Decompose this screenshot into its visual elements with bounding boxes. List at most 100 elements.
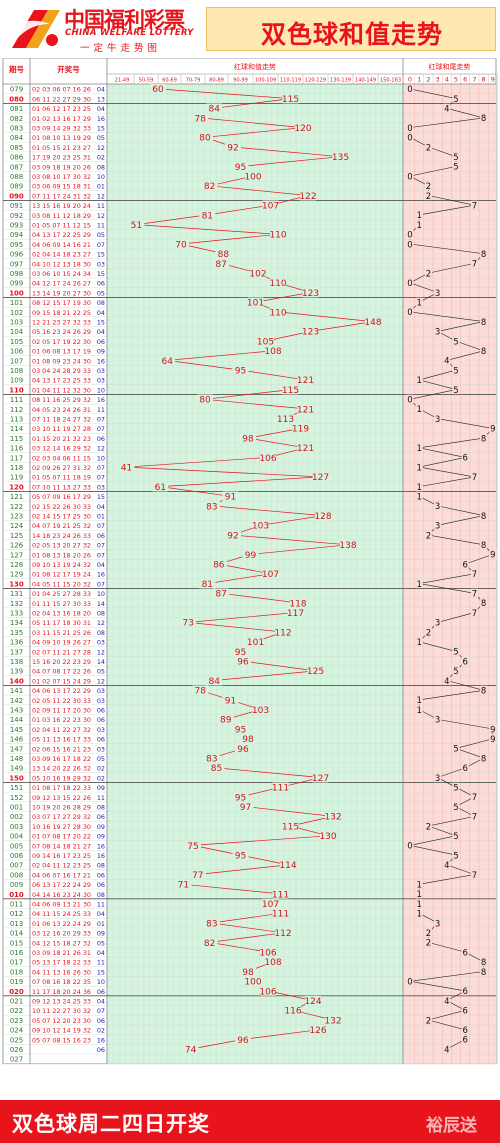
sum-label-background [240,433,256,443]
sum-value: 110 [269,308,286,318]
tail-value: 3 [435,919,440,929]
tail-label-background [452,831,460,841]
blue-number: 06 [97,435,105,443]
tail-value: 5 [453,745,458,755]
sum-value: 127 [312,473,329,483]
blue-number: 11 [97,794,105,802]
tail-value: 5 [453,163,458,173]
issue-number: 085 [10,144,23,152]
sum-value: 92 [227,143,238,153]
red-numbers: 04 05 23 24 26 31 [32,406,91,414]
tail-value: 5 [453,832,458,842]
sum-value: 96 [237,1036,249,1046]
tail-label-background [434,617,442,627]
tail-value: 3 [435,502,440,512]
tail-value: 0 [407,172,412,182]
sum-label-background [297,375,314,385]
sum-range-label: 80-89 [209,78,224,84]
sum-label-background [206,103,223,114]
sum-label-background [245,171,261,181]
tail-value: 5 [453,95,458,105]
blue-number: 06 [97,1046,105,1054]
sum-value: 107 [262,202,279,212]
red-numbers: 01 08 10 13 19 29 [32,134,91,142]
issue-number: 142 [10,697,23,705]
issue-number: 106 [10,348,24,356]
blue-number: 09 [97,784,105,792]
sum-value: 82 [204,939,215,949]
sum-label-background [245,976,261,987]
sum-label-background [203,501,220,511]
red-numbers: 09 12 13 24 25 33 [32,997,91,1005]
sum-value: 117 [287,609,304,619]
sum-label-background [213,258,230,269]
tail-label-background [434,501,442,511]
blue-number: 01 [97,512,105,520]
sum-value: 87 [215,260,226,270]
red-numbers: 01 07 08 17 20 22 [32,833,91,841]
issue-number: 006 [10,852,24,860]
sum-label-background [310,1024,326,1035]
blue-number: 08 [97,629,105,637]
sum-range-label: 90-99 [233,78,248,84]
red-numbers: 04 12 15 18 27 32 [32,939,91,947]
issue-number: 147 [10,745,23,753]
red-numbers: 02 07 11 21 27 28 [32,648,91,656]
tail-label-background [434,326,442,336]
issue-number: 094 [10,231,24,239]
footer-banner: 双色球周二四日开奖 裕辰送 [0,1100,500,1143]
sum-value: 95 [235,851,246,861]
sum-label-background [297,442,314,453]
tail-value: 7 [472,589,477,599]
sum-value: 81 [202,211,213,221]
red-numbers: 04 11 13 16 26 30 [32,968,91,976]
tail-label-background [480,967,488,977]
sum-value: 95 [235,725,246,735]
tail-label-background [415,899,423,909]
sum-label-background [235,1034,251,1045]
sum-label-background [118,462,135,472]
sum-value: 89 [220,716,232,726]
red-numbers: 04 05 11 15 20 32 [32,580,91,588]
red-numbers: 10 11 22 27 30 32 [32,1007,91,1015]
issue-number: 125 [10,532,23,540]
issue-number: 126 [10,542,24,550]
blue-number: 12 [97,677,105,685]
blue-number: 01 [97,183,105,191]
issue-number: 091 [10,202,23,210]
tail-label-background [470,811,478,821]
tail-label-background [480,249,488,259]
blue-number: 07 [97,551,105,559]
issue-number: 014 [10,930,24,938]
tail-value: 2 [426,929,431,939]
tail-value: 6 [462,1026,467,1036]
blue-number: 04 [97,997,105,1005]
sum-value: 87 [215,590,226,600]
tail-label-background [461,763,469,773]
tail-label-background [415,404,423,414]
tail-value: 5 [453,851,458,861]
blue-number: 05 [97,231,105,239]
issue-number: 138 [10,658,23,666]
tail-value: 0 [407,240,412,250]
tail-value: 9 [490,551,495,561]
tail-digit-label: 2 [426,76,430,84]
issue-number: 144 [10,716,24,724]
sum-label-background [232,792,249,802]
red-numbers: 02 14 15 17 25 30 [32,512,91,520]
sum-value: 70 [175,240,187,250]
issue-number: 023 [10,1017,23,1025]
red-numbers: 04 07 08 17 22 26 [32,668,91,676]
sum-label-background [325,1015,341,1025]
issue-number: 102 [10,309,23,317]
tail-value: 5 [453,783,458,793]
issue-number: 109 [10,377,23,385]
tail-value: 1 [416,492,421,502]
issue-number: 025 [10,1036,23,1044]
blue-number: 11 [97,221,105,229]
sum-range-label: 120-129 [305,78,326,84]
blue-number: 12 [97,144,105,152]
tail-label-background [434,520,442,530]
tail-value: 4 [444,104,449,114]
tail-value: 9 [490,735,495,745]
